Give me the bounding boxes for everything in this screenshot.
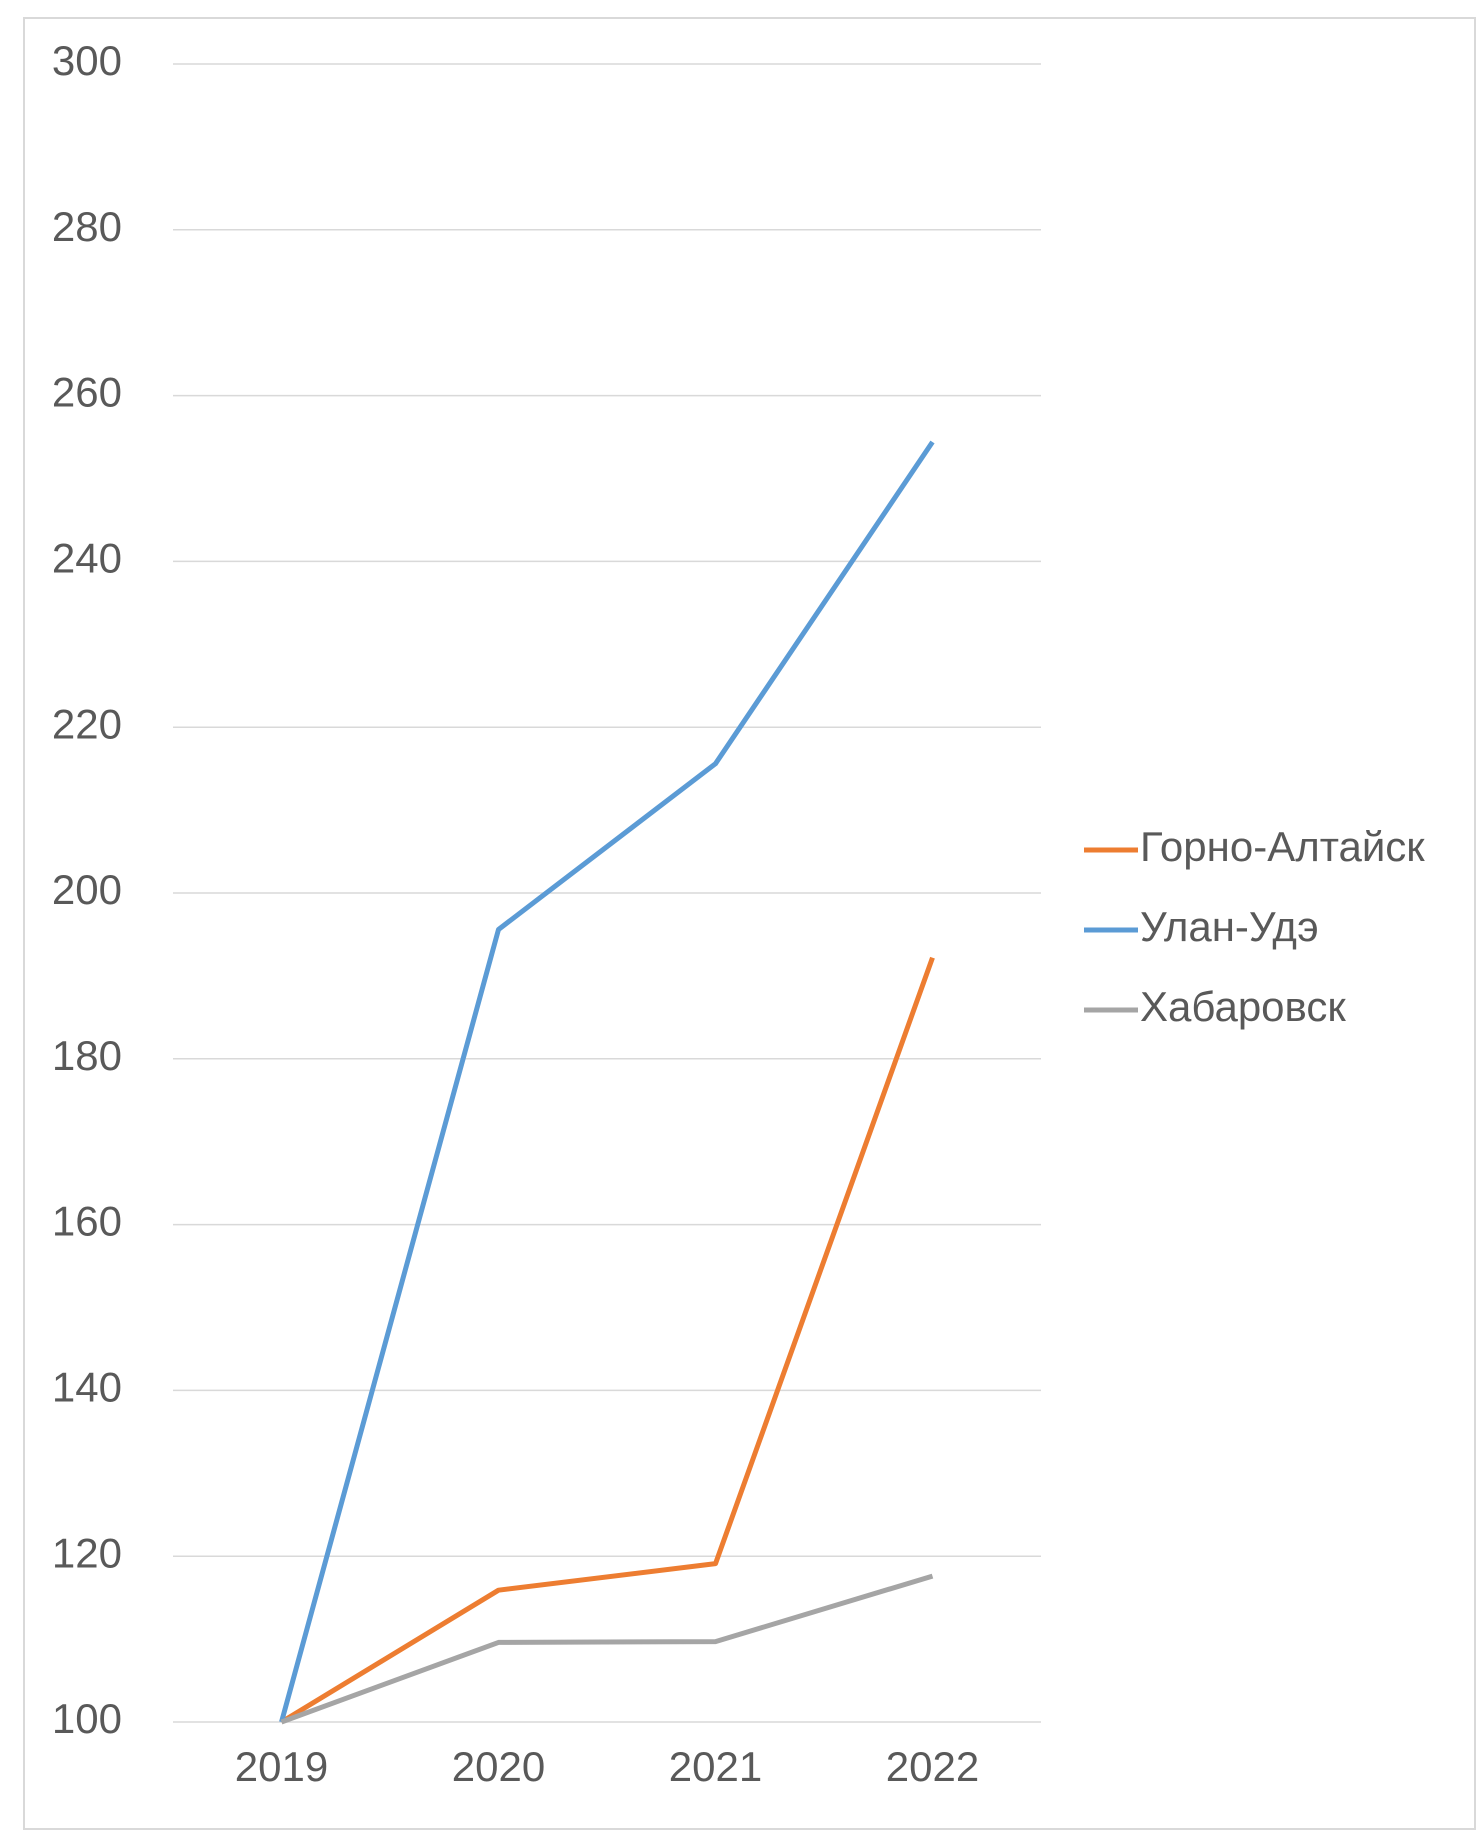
legend-label: Улан-Удэ [1140,903,1319,950]
y-tick-label: 280 [52,203,122,250]
x-tick-label: 2020 [452,1743,545,1790]
y-tick-label: 100 [52,1695,122,1742]
y-tick-label: 120 [52,1529,122,1576]
y-tick-label: 260 [52,369,122,416]
x-tick-label: 2021 [669,1743,762,1790]
line-series [280,1573,934,1725]
y-tick-label: 160 [52,1198,122,1245]
chart-frame [23,17,1476,1830]
x-tick-label: 2019 [235,1743,328,1790]
y-tick-label: 240 [52,534,122,581]
legend-label: Хабаровск [1140,983,1346,1030]
y-tick-label: 220 [52,700,122,747]
y-tick-label: 140 [52,1363,122,1410]
y-tick-label: 180 [52,1032,122,1079]
line-series [279,440,935,1723]
x-tick-label: 2022 [886,1743,979,1790]
y-tick-label: 200 [52,866,122,913]
line-series [280,956,935,1725]
legend-label: Горно-Алтайск [1140,823,1425,870]
y-tick-label: 300 [52,37,122,84]
